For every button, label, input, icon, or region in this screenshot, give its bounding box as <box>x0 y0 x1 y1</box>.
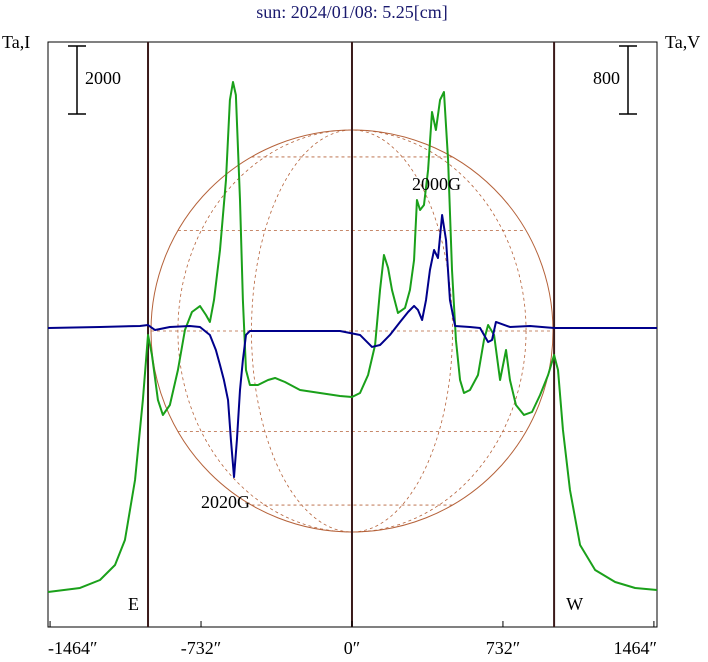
x-tick-label: -1464″ <box>48 638 98 658</box>
annotation: 2020G <box>201 492 250 512</box>
y2-axis-label: Ta,V <box>665 32 700 52</box>
west-label: W <box>566 594 583 614</box>
x-tick-label: 0″ <box>344 638 361 658</box>
x-tick-label: -732″ <box>181 638 222 658</box>
scale-label: 2000 <box>85 68 121 88</box>
east-label: E <box>128 594 139 614</box>
x-tick-label: 1464″ <box>614 638 658 658</box>
scale-label: 800 <box>593 68 620 88</box>
x-tick-label: 732″ <box>486 638 521 658</box>
data-line <box>47 213 657 478</box>
annotation: 2000G <box>412 174 461 194</box>
chart-title: sun: 2024/01/08: 5.25[cm] <box>256 2 448 22</box>
y-axis-label: Ta,I <box>2 32 30 52</box>
data-line <box>47 81 658 593</box>
